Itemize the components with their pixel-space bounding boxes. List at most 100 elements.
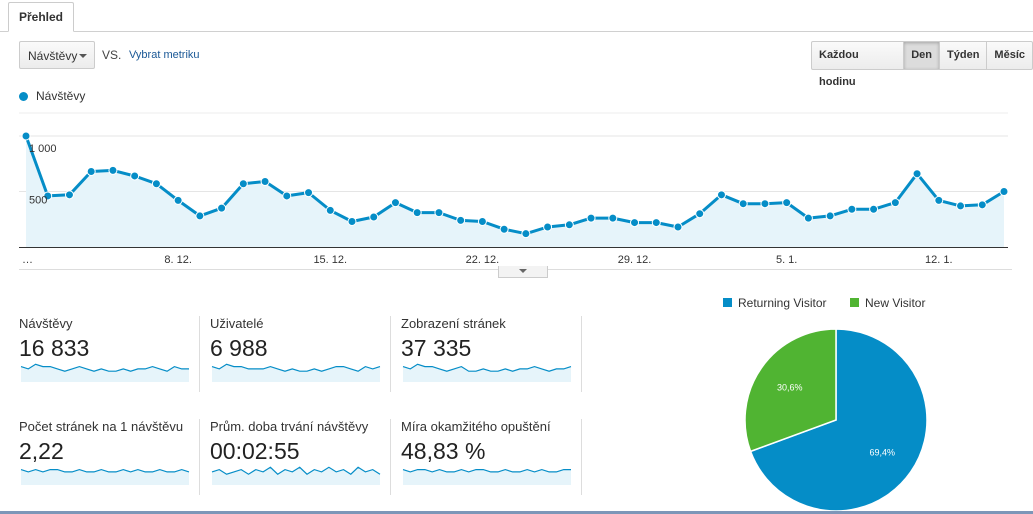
- pie-slice-label: 69,4%: [869, 447, 895, 457]
- data-point: [108, 165, 118, 175]
- data-point: [130, 171, 140, 181]
- data-point: [869, 204, 879, 214]
- metric-select[interactable]: Návštěvy: [19, 41, 95, 69]
- x-tick-label: 8. 12.: [164, 254, 192, 266]
- sparkline: [402, 468, 571, 485]
- chevron-down-icon: [79, 54, 87, 58]
- legend-label: Návštěvy: [36, 89, 86, 103]
- data-point: [977, 200, 987, 210]
- divider: [390, 419, 391, 495]
- data-point: [304, 188, 314, 198]
- divider: [581, 316, 582, 392]
- data-point: [934, 195, 944, 205]
- chart-resize-handle[interactable]: [498, 266, 548, 278]
- metric-value: 6 988: [210, 335, 268, 361]
- series-dot-icon: [19, 92, 28, 101]
- data-point: [999, 187, 1009, 196]
- data-point: [412, 208, 422, 218]
- data-point: [86, 167, 96, 177]
- metric-label: Prům. doba trvání návštěvy: [210, 419, 369, 434]
- data-point: [195, 211, 205, 221]
- divider: [199, 316, 200, 392]
- metric-label: Zobrazení stránek: [401, 316, 506, 331]
- divider: [390, 316, 391, 392]
- legend-label: Returning Visitor: [738, 296, 827, 310]
- sparkline: [20, 363, 189, 382]
- x-tick-label: 15. 12.: [313, 254, 347, 266]
- sparkline-area: [212, 364, 380, 382]
- metric-select-value: Návštěvy: [28, 49, 78, 63]
- bottom-border: [0, 511, 1033, 514]
- period-day-button[interactable]: Den: [903, 41, 941, 70]
- data-point: [260, 177, 270, 187]
- metric-card-pageviews: Zobrazení stránek 37 335: [401, 316, 581, 396]
- pie-legend-returning[interactable]: Returning Visitor: [723, 296, 827, 310]
- legend-label: New Visitor: [865, 296, 926, 310]
- metric-card-avg-duration: Prům. doba trvání návštěvy 00:02:55: [210, 419, 390, 499]
- metric-label: Míra okamžitého opuštění: [401, 419, 551, 434]
- data-point: [456, 215, 466, 225]
- chart-legend: Návštěvy: [19, 89, 85, 103]
- data-point: [543, 222, 553, 232]
- data-point: [608, 213, 618, 223]
- divider: [199, 419, 200, 495]
- period-week-button[interactable]: Týden: [939, 41, 988, 70]
- x-tick-label: 29. 12.: [618, 254, 652, 266]
- sparkline-line: [20, 468, 190, 473]
- divider: [581, 419, 582, 495]
- data-point: [151, 179, 161, 189]
- sparkline: [211, 363, 381, 382]
- x-tick-label: …: [22, 254, 33, 266]
- data-point: [390, 198, 400, 208]
- sparkline-line: [402, 363, 572, 372]
- legend-square-icon: [723, 298, 732, 307]
- period-month-button[interactable]: Měsíc: [986, 41, 1033, 70]
- data-point: [64, 190, 74, 200]
- data-point: [695, 209, 705, 219]
- sparkline-area: [21, 469, 189, 485]
- metric-card-visits: Návštěvy 16 833: [19, 316, 199, 396]
- sparkline-line: [211, 466, 381, 475]
- data-point: [738, 199, 748, 209]
- series-line: [24, 135, 1005, 236]
- data-point: [347, 216, 357, 226]
- data-point: [630, 218, 640, 228]
- x-tick-label: 22. 12.: [466, 254, 500, 266]
- pie-slice: [749, 328, 928, 512]
- metric-value: 2,22: [19, 438, 64, 464]
- metric-label: Počet stránek na 1 návštěvu: [19, 419, 184, 434]
- data-point: [716, 190, 726, 200]
- pick-metric-link[interactable]: Vybrat metriku: [129, 49, 200, 61]
- data-point: [825, 211, 835, 221]
- metric-card-pages-per-visit: Počet stránek na 1 návštěvu 2,22: [19, 419, 199, 499]
- period-hourly-button[interactable]: Každou hodinu: [811, 41, 905, 88]
- data-point: [782, 198, 792, 208]
- pie-legend-new[interactable]: New Visitor: [850, 296, 925, 310]
- data-point: [847, 204, 857, 214]
- data-point: [521, 229, 531, 239]
- sparkline-area: [403, 469, 571, 485]
- data-point: [325, 205, 335, 215]
- data-point: [21, 131, 31, 141]
- data-point: [890, 198, 900, 208]
- tab-overview[interactable]: Přehled: [8, 2, 75, 32]
- y-tick-label: 500: [29, 195, 47, 207]
- series-area: [26, 136, 1004, 247]
- data-point: [586, 213, 596, 223]
- x-tick-label: 12. 1.: [925, 254, 953, 266]
- data-point: [434, 208, 444, 218]
- data-point: [912, 169, 922, 179]
- data-point: [760, 199, 770, 209]
- metric-value: 48,83 %: [401, 438, 486, 464]
- sparkline-line: [211, 363, 381, 372]
- metric-label: Uživatelé: [210, 316, 264, 331]
- chevron-down-icon: [519, 269, 527, 273]
- data-point: [477, 216, 487, 226]
- line-chart: 1 000 500 … 8. 12. 15. 12. 22. 12. 29. 12. 5. 1…: [19, 112, 1012, 270]
- legend-square-icon: [850, 298, 859, 307]
- metric-value: 00:02:55: [210, 438, 300, 464]
- data-point: [651, 218, 661, 228]
- pie-slice: [744, 328, 837, 453]
- sparkline-line: [20, 363, 189, 372]
- tab-bar: Přehled: [0, 0, 1033, 32]
